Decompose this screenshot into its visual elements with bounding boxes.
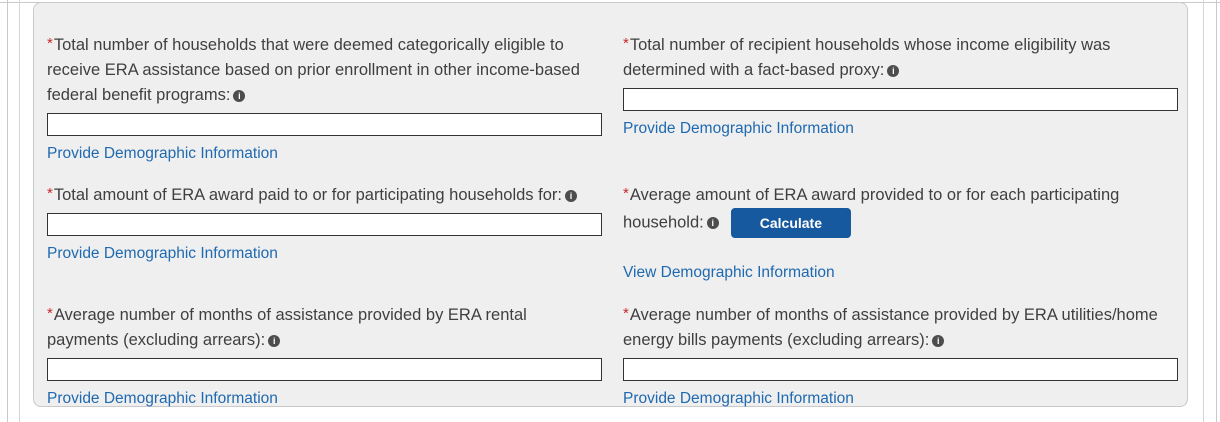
info-icon[interactable]: i (887, 65, 900, 77)
field-label-text: Average amount of ERA award provided to … (623, 186, 1120, 232)
field-total-era-award-paid: *Total amount of ERA award paid to or fo… (47, 181, 602, 301)
calculate-button[interactable]: Calculate (730, 208, 851, 238)
field-label: *Average number of months of assistance … (47, 301, 602, 353)
field-average-era-award: *Average amount of ERA award provided to… (623, 181, 1178, 301)
form-grid: *Total number of households that were de… (47, 31, 1178, 408)
required-marker: * (47, 35, 53, 52)
field-label-text: Total number of households that were dee… (47, 36, 580, 104)
field-avg-months-utilities: *Average number of months of assistance … (623, 301, 1178, 408)
info-icon[interactable]: i (932, 335, 945, 347)
required-marker: * (623, 185, 629, 202)
provide-demographic-link[interactable]: Provide Demographic Information (47, 245, 278, 262)
field-label-text: Total number of recipient households who… (623, 36, 1111, 79)
field-avg-months-rental: *Average number of months of assistance … (47, 301, 602, 408)
households-fact-based-proxy-input[interactable] (623, 88, 1178, 111)
era-form-panel: *Total number of households that were de… (33, 2, 1188, 407)
field-label-text: Average number of months of assistance p… (47, 306, 527, 349)
provide-demographic-link[interactable]: Provide Demographic Information (47, 145, 278, 162)
total-era-award-paid-input[interactable] (47, 213, 602, 236)
info-icon[interactable]: i (268, 335, 281, 347)
left-edge-rule-inner (19, 0, 20, 422)
avg-months-utilities-input[interactable] (623, 358, 1178, 381)
field-households-fact-based-proxy: *Total number of recipient households wh… (623, 31, 1178, 181)
field-label: *Total number of recipient households wh… (623, 31, 1178, 83)
info-icon[interactable]: i (233, 90, 246, 102)
field-households-categorically-eligible: *Total number of households that were de… (47, 31, 602, 181)
provide-demographic-link[interactable]: Provide Demographic Information (623, 120, 854, 137)
field-label: *Average amount of ERA award provided to… (623, 181, 1178, 238)
right-edge-rule-inner (1203, 0, 1204, 422)
required-marker: * (47, 185, 53, 202)
households-categorically-eligible-input[interactable] (47, 113, 602, 136)
right-edge-rule-outer (1216, 0, 1217, 422)
required-marker: * (623, 35, 629, 52)
view-demographic-link[interactable]: View Demographic Information (623, 264, 835, 281)
left-edge-rule-outer (7, 0, 8, 422)
info-icon[interactable]: i (706, 217, 719, 230)
provide-demographic-link[interactable]: Provide Demographic Information (623, 390, 854, 407)
required-marker: * (623, 305, 629, 322)
field-label: *Average number of months of assistance … (623, 301, 1178, 353)
field-label-text: Total amount of ERA award paid to or for… (53, 186, 562, 204)
provide-demographic-link[interactable]: Provide Demographic Information (47, 390, 278, 407)
field-label: *Total number of households that were de… (47, 31, 602, 108)
field-label-text: Average number of months of assistance p… (623, 306, 1158, 349)
field-label: *Total amount of ERA award paid to or fo… (47, 181, 602, 208)
avg-months-rental-input[interactable] (47, 358, 602, 381)
required-marker: * (47, 305, 53, 322)
info-icon[interactable]: i (564, 190, 577, 202)
